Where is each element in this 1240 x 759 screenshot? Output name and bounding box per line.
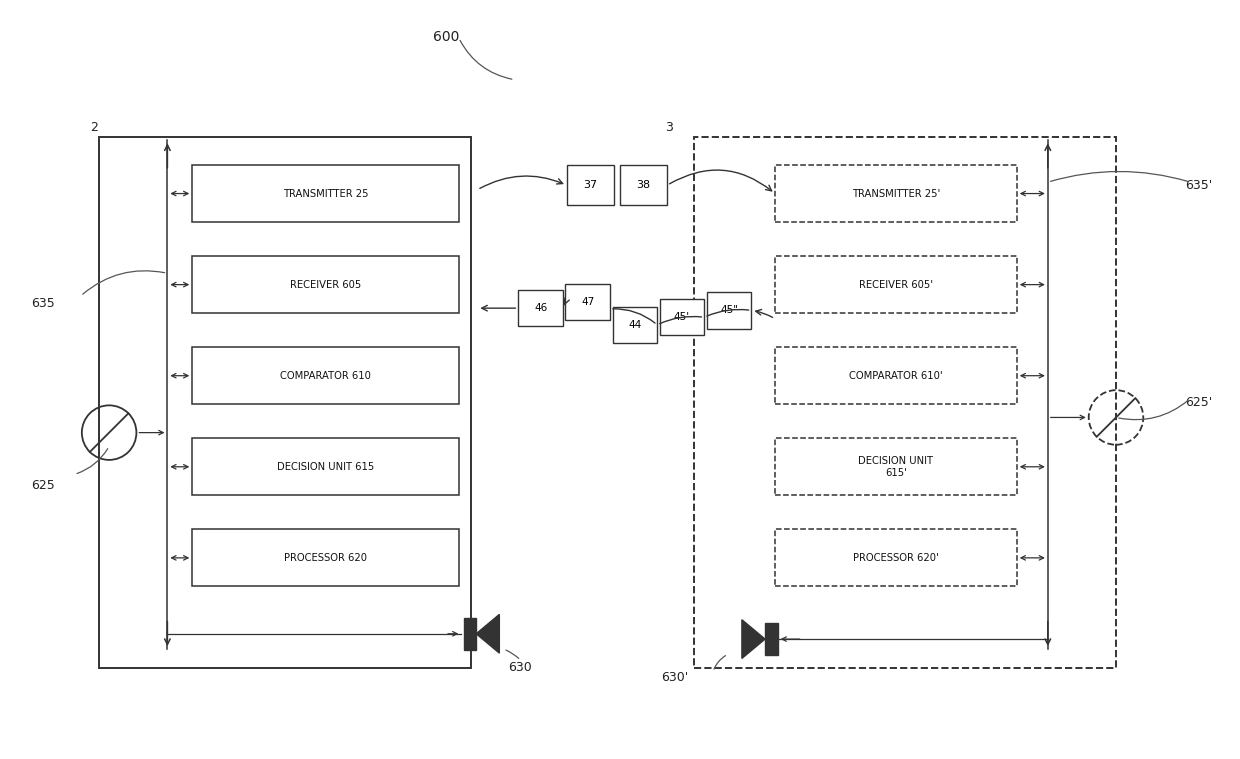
Bar [192, 530, 459, 586]
Text: 47: 47 [582, 297, 594, 307]
Text: 600: 600 [433, 30, 460, 44]
Bar [613, 307, 657, 343]
Bar [518, 290, 563, 326]
Bar [694, 137, 1116, 668]
Text: 45': 45' [673, 312, 691, 323]
Polygon shape [765, 623, 777, 655]
Bar [620, 165, 667, 205]
Text: 37: 37 [583, 180, 598, 191]
Polygon shape [464, 618, 476, 650]
Bar [775, 257, 1017, 313]
Bar [567, 165, 614, 205]
Text: PROCESSOR 620: PROCESSOR 620 [284, 553, 367, 563]
Text: 46: 46 [534, 303, 547, 313]
Text: COMPARATOR 610': COMPARATOR 610' [849, 370, 942, 381]
Text: 635': 635' [1185, 179, 1213, 193]
Bar [192, 257, 459, 313]
Bar [192, 165, 459, 222]
Bar [707, 292, 751, 329]
Bar [192, 348, 459, 404]
Text: 38: 38 [636, 180, 651, 191]
Bar [775, 165, 1017, 222]
Text: 635: 635 [31, 297, 55, 310]
Text: DECISION UNIT
615': DECISION UNIT 615' [858, 456, 934, 477]
Text: COMPARATOR 610: COMPARATOR 610 [280, 370, 371, 381]
Text: DECISION UNIT 615: DECISION UNIT 615 [277, 461, 374, 472]
Text: 3: 3 [665, 121, 672, 134]
Text: RECEIVER 605': RECEIVER 605' [859, 279, 932, 290]
Text: TRANSMITTER 25: TRANSMITTER 25 [283, 188, 368, 199]
Bar [192, 438, 459, 495]
Text: RECEIVER 605: RECEIVER 605 [290, 279, 361, 290]
Bar [775, 438, 1017, 495]
Text: 625': 625' [1185, 395, 1213, 409]
Text: 625: 625 [31, 479, 55, 493]
Text: TRANSMITTER 25': TRANSMITTER 25' [852, 188, 940, 199]
Polygon shape [476, 615, 500, 653]
Bar [775, 530, 1017, 586]
Text: 630': 630' [661, 670, 688, 684]
Text: PROCESSOR 620': PROCESSOR 620' [853, 553, 939, 563]
Bar [775, 348, 1017, 404]
Bar [565, 284, 610, 320]
Polygon shape [742, 619, 765, 658]
Text: 44: 44 [629, 320, 641, 330]
Text: 45": 45" [720, 305, 738, 316]
Text: 630: 630 [508, 661, 532, 675]
Text: 2: 2 [91, 121, 98, 134]
Bar [660, 299, 704, 335]
Bar [99, 137, 471, 668]
